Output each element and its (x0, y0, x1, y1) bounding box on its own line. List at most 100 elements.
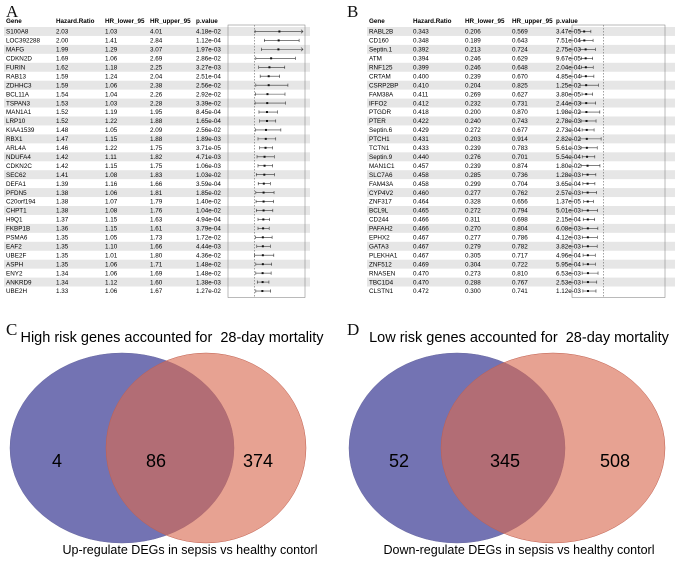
hr-upper-value: 2.69 (150, 56, 163, 63)
hr-lower-value: 0.328 (465, 199, 481, 206)
p-value: 1.28e-03 (556, 172, 581, 179)
hazard-ratio-point (261, 272, 264, 275)
hr-lower-value: 0.272 (465, 208, 481, 215)
hazard-ratio-value: 0.470 (413, 270, 429, 277)
forest-plot-a: Gene Hazard.Ratio HR_lower_95 HR_upper_95 p.… (4, 18, 310, 298)
hazard-ratio-point (277, 48, 280, 51)
hazard-ratio-value: 0.440 (413, 154, 429, 161)
hazard-ratio-value: 1.47 (56, 136, 69, 143)
p-value: 1.48e-02 (196, 270, 221, 277)
gene-name: FURIN (6, 64, 26, 71)
hr-upper-value: 0.629 (512, 56, 528, 63)
row-band (4, 223, 310, 233)
gene-name: CD160 (369, 38, 389, 45)
gene-name: EAF2 (6, 243, 22, 250)
col-header-hazard-ratio: Hazard.Ratio (56, 18, 95, 25)
hr-lower-value: 1.29 (105, 47, 118, 54)
hazard-ratio-point (262, 209, 265, 212)
hazard-ratio-point (585, 146, 588, 149)
hazard-ratio-point (586, 227, 589, 230)
hr-lower-value: 0.272 (465, 127, 481, 134)
hazard-ratio-value: 0.464 (413, 199, 429, 206)
row-band (4, 152, 310, 162)
p-value: 1.72e-02 (196, 235, 221, 242)
hr-lower-value: 1.12 (105, 279, 118, 286)
p-value: 6.53e-03 (556, 270, 581, 277)
hazard-ratio-value: 1.34 (56, 279, 69, 286)
hr-lower-value: 1.06 (105, 56, 118, 63)
hazard-ratio-value: 1.38 (56, 199, 69, 206)
hazard-ratio-point (587, 290, 590, 293)
hazard-ratio-value: 1.34 (56, 270, 69, 277)
hr-upper-value: 0.804 (512, 226, 528, 233)
p-value: 2.15e-04 (556, 217, 581, 224)
p-value: 1.12e-03 (556, 288, 581, 295)
hazard-ratio-value: 0.394 (413, 56, 429, 63)
p-value: 6.08e-03 (556, 226, 581, 233)
p-value: 2.78e-03 (556, 118, 581, 125)
p-value: 3.79e-04 (196, 226, 221, 233)
hr-upper-value: 1.61 (150, 226, 163, 233)
gene-name: PSMA6 (6, 235, 28, 242)
venn-top-label: Low risk genes accounted for 28-day mort… (369, 330, 670, 346)
row-band (367, 98, 675, 108)
gene-name: Septin.1 (369, 47, 393, 54)
hazard-ratio-value: 0.422 (413, 118, 429, 125)
hr-lower-value: 0.299 (465, 181, 481, 188)
gene-name: ANKRD9 (6, 279, 32, 286)
hr-lower-value: 1.06 (105, 82, 118, 89)
p-value: 1.37e-05 (556, 199, 581, 206)
hr-upper-value: 1.95 (150, 109, 163, 116)
hazard-ratio-point (584, 48, 587, 51)
p-value: 2.57e-03 (556, 190, 581, 197)
gene-name: RNF125 (369, 64, 393, 71)
gene-name: SLC7A6 (369, 172, 393, 179)
hr-lower-value: 1.03 (105, 29, 118, 36)
p-value: 2.56e-02 (196, 127, 221, 134)
p-value: 2.51e-04 (196, 73, 221, 80)
hazard-ratio-value: 0.399 (413, 64, 429, 71)
p-value: 5.54e-04 (556, 154, 581, 161)
hazard-ratio-point (261, 263, 264, 266)
hr-lower-value: 1.11 (105, 154, 117, 161)
p-value: 2.44e-03 (556, 100, 581, 107)
p-value: 1.04e-02 (196, 208, 221, 215)
hr-lower-value: 1.15 (105, 163, 118, 170)
hr-lower-value: 1.06 (105, 270, 118, 277)
hr-upper-value: 0.677 (512, 127, 528, 134)
venn-count-right-only: 508 (600, 451, 630, 471)
hazard-ratio-point (267, 75, 270, 78)
hr-lower-value: 0.285 (465, 172, 481, 179)
hazard-ratio-point (262, 182, 265, 185)
hazard-ratio-value: 0.400 (413, 73, 429, 80)
hazard-ratio-point (261, 281, 264, 284)
hazard-ratio-point (585, 137, 588, 140)
hazard-ratio-value: 1.59 (56, 82, 69, 89)
gene-name: CD244 (369, 217, 389, 224)
hazard-ratio-point (586, 236, 589, 239)
hr-upper-value: 1.81 (150, 190, 163, 197)
hr-upper-value: 1.66 (150, 181, 163, 188)
hr-lower-value: 1.24 (105, 73, 118, 80)
hr-upper-value: 1.69 (150, 270, 163, 277)
hazard-ratio-point (262, 227, 265, 230)
hr-upper-value: 0.786 (512, 235, 528, 242)
hazard-ratio-point (585, 128, 588, 131)
row-band (367, 134, 675, 144)
gene-name: CYP4V2 (369, 190, 394, 197)
hazard-ratio-value: 1.52 (56, 118, 69, 125)
hr-lower-value: 1.03 (105, 100, 118, 107)
hazard-ratio-value: 0.457 (413, 163, 429, 170)
hazard-ratio-value: 0.418 (413, 109, 429, 116)
p-value: 2.04e-04 (556, 64, 581, 71)
hr-upper-value: 0.767 (512, 279, 528, 286)
hr-upper-value: 1.71 (150, 261, 163, 268)
hr-lower-value: 1.16 (105, 181, 118, 188)
gene-name: IFFO2 (369, 100, 387, 107)
hazard-ratio-point (265, 128, 268, 131)
gene-name: CDKN2D (6, 56, 32, 63)
hr-lower-value: 1.01 (105, 252, 118, 259)
hr-upper-value: 1.82 (150, 154, 163, 161)
hazard-ratio-point (261, 236, 264, 239)
hr-upper-value: 1.88 (150, 118, 163, 125)
